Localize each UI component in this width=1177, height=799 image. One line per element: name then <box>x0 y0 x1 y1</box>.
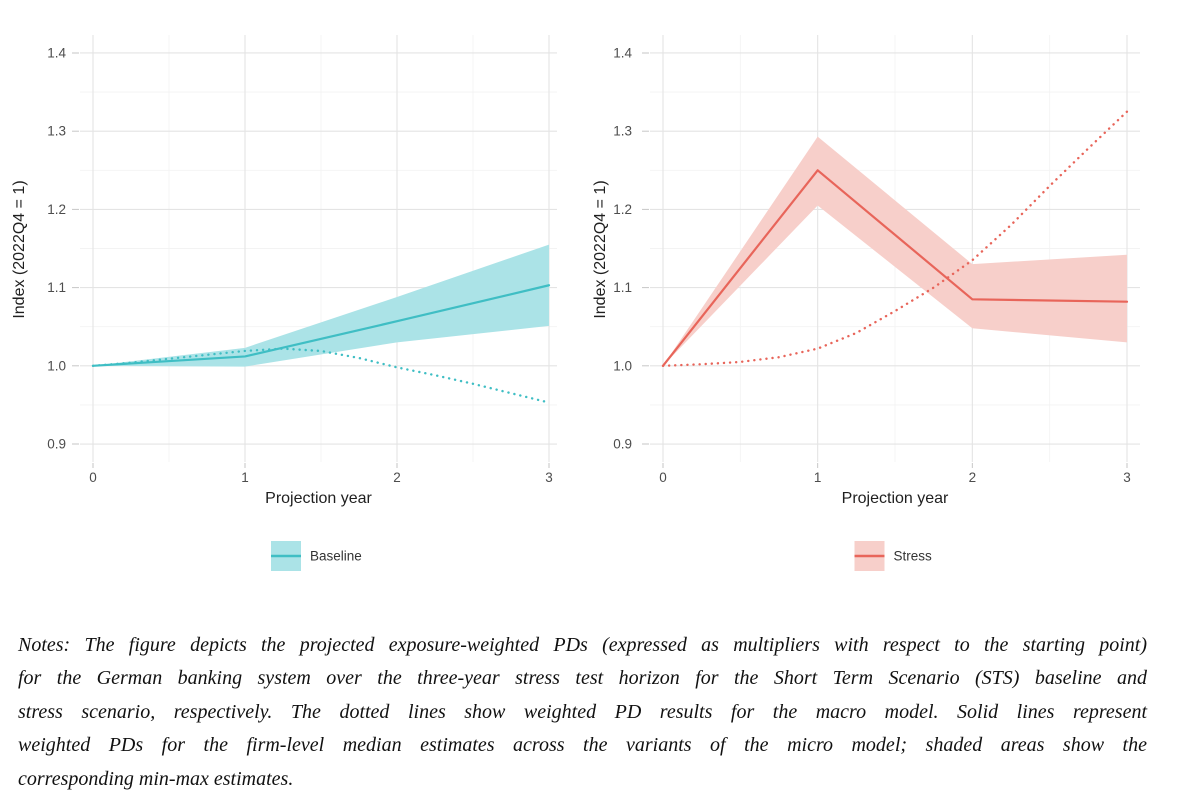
x-axis-tick-labels: 0 1 2 3 <box>89 470 553 485</box>
x-tick-label: 0 <box>659 470 667 485</box>
stress-chart: 0.9 1.0 1.1 1.2 1.3 1.4 0 1 2 3 Projection year Ind… <box>592 35 1140 571</box>
x-axis-title: Projection year <box>265 490 372 507</box>
major-gridlines <box>650 35 1140 462</box>
y-axis-title: Index (2022Q4 = 1) <box>11 180 28 318</box>
y-tick-label: 1.4 <box>47 45 66 60</box>
y-tick-label: 1.3 <box>613 124 632 139</box>
y-tick-label: 1.2 <box>613 202 632 217</box>
y-tick-label: 1.3 <box>47 124 66 139</box>
y-tick-label: 1.0 <box>613 358 632 373</box>
legend-label: Baseline <box>310 549 362 564</box>
legend: Stress <box>854 541 933 571</box>
y-tick-label: 0.9 <box>613 437 632 452</box>
x-tick-label: 2 <box>393 470 401 485</box>
median-solid-line <box>661 169 1129 367</box>
macro-dotted-line <box>91 347 551 404</box>
y-tick-label: 1.0 <box>47 358 66 373</box>
axis-tick-marks <box>72 52 550 468</box>
x-tick-label: 2 <box>969 470 977 485</box>
x-tick-label: 1 <box>241 470 249 485</box>
y-axis-tick-labels: 0.9 1.0 1.1 1.2 1.3 1.4 <box>47 45 66 451</box>
x-tick-label: 3 <box>545 470 553 485</box>
minor-gridlines <box>80 35 557 462</box>
y-tick-label: 1.1 <box>613 280 632 295</box>
notes-line: for the German banking system over the t… <box>18 667 1147 690</box>
x-axis-title: Projection year <box>842 490 949 507</box>
legend: Baseline <box>271 541 362 571</box>
x-axis-tick-labels: 0 1 2 3 <box>659 470 1131 485</box>
notes-line: corresponding min-max estimates. <box>18 767 294 790</box>
major-gridlines <box>80 35 557 462</box>
notes-line: Notes: The figure depicts the projected … <box>18 634 1147 656</box>
x-tick-label: 0 <box>89 470 97 485</box>
y-tick-label: 1.4 <box>613 45 632 60</box>
median-solid-line <box>91 284 551 367</box>
notes-line: weighted PDs for the firm-level median e… <box>18 734 1147 757</box>
figure-notes: Notes: The figure depicts the projected … <box>18 629 1147 796</box>
min-max-band <box>93 244 549 367</box>
notes-line: stress scenario, respectively. The dotte… <box>18 700 1147 723</box>
x-tick-label: 3 <box>1123 470 1131 485</box>
min-max-band <box>663 136 1127 366</box>
y-tick-label: 1.2 <box>47 202 66 217</box>
legend-label: Stress <box>894 549 933 564</box>
y-axis-title: Index (2022Q4 = 1) <box>592 180 609 318</box>
y-tick-label: 1.1 <box>47 280 66 295</box>
y-axis-tick-labels: 0.9 1.0 1.1 1.2 1.3 1.4 <box>613 45 632 451</box>
axis-tick-marks <box>642 52 1128 468</box>
baseline-chart: 0.9 1.0 1.1 1.2 1.3 1.4 0 1 2 3 Projection year Ind… <box>11 35 557 571</box>
y-tick-label: 0.9 <box>47 437 66 452</box>
x-tick-label: 1 <box>814 470 822 485</box>
